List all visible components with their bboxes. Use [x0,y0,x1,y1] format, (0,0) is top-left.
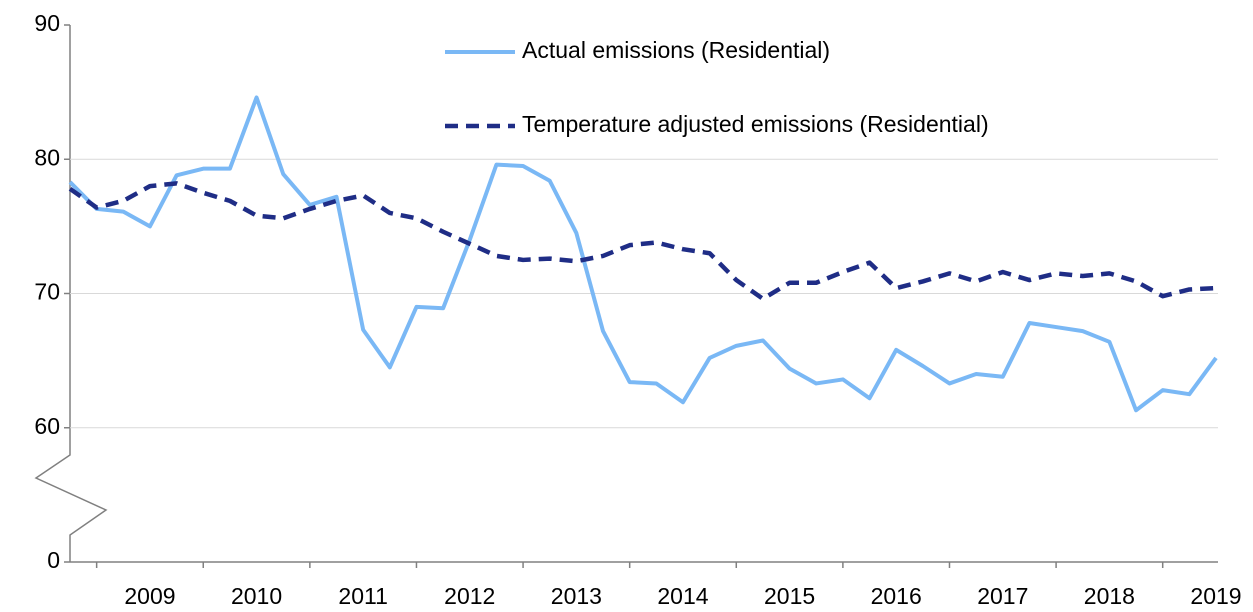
legend-label: Temperature adjusted emissions (Resident… [522,111,989,137]
x-tick-label: 2009 [124,583,175,609]
x-tick-label: 2019 [1190,583,1241,609]
x-tick-label: 2013 [551,583,602,609]
y-tick-label: 60 [34,413,60,439]
y-axis-break [34,25,108,562]
x-tick-label: 2018 [1084,583,1135,609]
y-tick-label: 80 [34,144,60,170]
y-tick-label: 90 [34,10,60,36]
legend-label: Actual emissions (Residential) [522,37,830,63]
series-line [68,95,1218,413]
series-line [68,181,1217,302]
y-tick-label: 70 [34,279,60,305]
x-tick-label: 2011 [338,583,387,609]
y-tick-label: 0 [47,547,60,573]
x-tick-label: 2015 [764,583,815,609]
x-tick-label: 2012 [444,583,495,609]
x-tick-label: 2016 [871,583,922,609]
x-tick-label: 2017 [977,583,1028,609]
x-tick-label: 2014 [657,583,708,609]
x-tick-label: 2010 [231,583,282,609]
